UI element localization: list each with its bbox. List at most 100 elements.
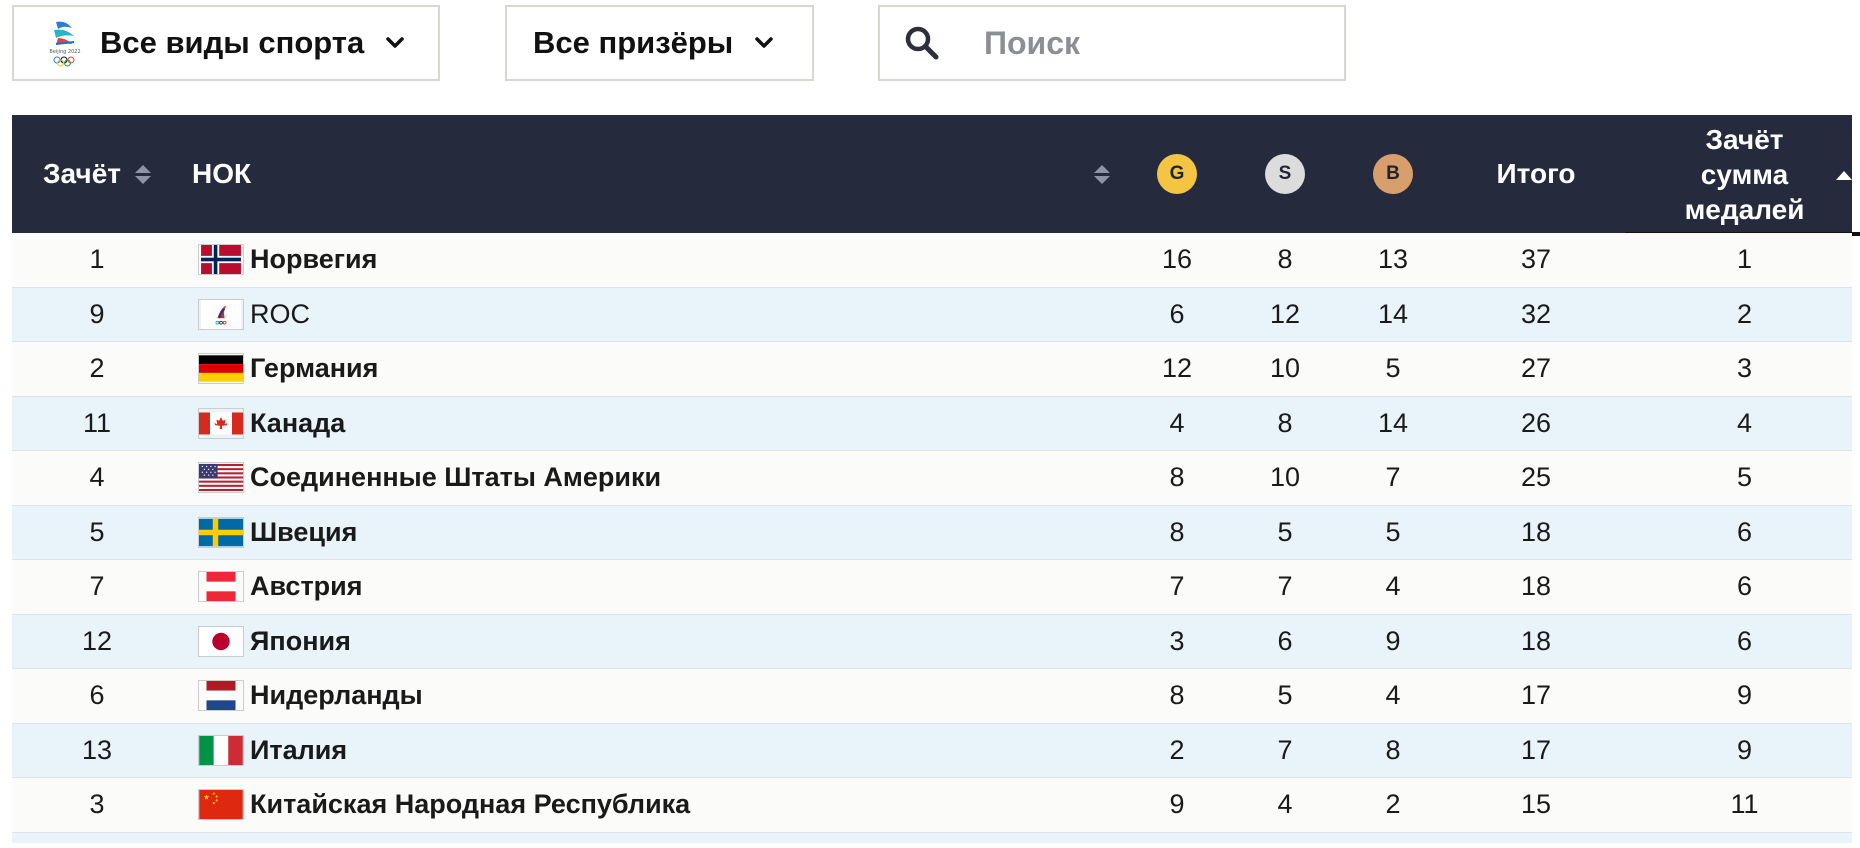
flag-netherlands-icon — [198, 680, 244, 712]
table-row[interactable]: 5 Швеция 8 5 5 18 6 — [12, 505, 1852, 560]
noc-cell[interactable]: Соединенные Штаты Америки — [198, 451, 1118, 505]
bronze-count-cell: 5 — [1385, 353, 1401, 384]
bronze-count-cell: 5 — [1385, 516, 1401, 547]
column-header-medal-rank[interactable]: Зачёт сумма медалей — [1625, 115, 1860, 236]
table-row[interactable]: 7 Австрия 7 7 4 18 6 — [12, 560, 1852, 615]
noc-name: Швеция — [250, 516, 358, 547]
rank-cell: 5 — [89, 516, 105, 547]
rank-cell: 6 — [89, 680, 105, 711]
medalists-filter-dropdown[interactable]: Все призёры — [505, 5, 814, 81]
gold-count-cell: 9 — [1169, 789, 1185, 820]
table-row[interactable]: 3 Китайская Народная Республика 9 4 2 15 11 — [12, 778, 1852, 833]
flag-usa-icon — [198, 462, 244, 494]
column-header-medal-rank-label: Зачёт сумма медалей — [1684, 123, 1805, 225]
silver-count-cell: 6 — [1277, 625, 1293, 656]
noc-name: Нидерланды — [250, 680, 423, 711]
noc-cell[interactable]: Канада — [198, 397, 1118, 451]
rank-cell: 7 — [89, 571, 105, 602]
table-row[interactable]: 12 Япония 3 6 9 18 6 — [12, 614, 1852, 669]
total-count-cell: 18 — [1520, 625, 1552, 656]
total-count-cell: 25 — [1520, 462, 1552, 493]
column-header-rank[interactable]: Зачёт — [12, 115, 182, 233]
flag-austria-icon — [198, 571, 244, 603]
noc-name: Норвегия — [250, 244, 378, 275]
beijing-2022-logo-icon: Beijing 2022 — [49, 21, 81, 67]
rank-cell: 2 — [89, 353, 105, 384]
column-header-noc-label: НОК — [192, 158, 252, 189]
rank-cell: 3 — [89, 789, 105, 820]
bronze-count-cell: 7 — [1385, 462, 1401, 493]
medal-rank-cell: 3 — [1736, 353, 1753, 384]
chevron-down-icon — [755, 37, 774, 48]
flag-germany-icon — [198, 353, 244, 385]
rank-cell: 13 — [81, 734, 113, 765]
table-row[interactable]: 11 Канада 4 8 14 26 4 — [12, 396, 1852, 451]
rank-cell: 4 — [89, 462, 105, 493]
flag-roc-icon — [198, 298, 244, 330]
gold-count-cell: 7 — [1169, 571, 1185, 602]
flag-canada-icon — [198, 407, 244, 439]
table-body: 1 Норвегия 16 8 13 37 1 9 ROC 6 12 14 32 2 2 Германия 12… — [12, 233, 1852, 843]
total-count-cell: 32 — [1520, 298, 1552, 329]
sort-ascending-icon — [1836, 171, 1852, 180]
column-header-bronze[interactable]: B — [1339, 115, 1447, 233]
column-header-total[interactable]: Итого — [1447, 115, 1625, 233]
medal-table: Зачёт НОК G S B Итого Зачёт сумма медале… — [12, 115, 1860, 843]
silver-count-cell: 7 — [1277, 734, 1293, 765]
flag-norway-icon — [198, 244, 244, 276]
noc-cell[interactable]: Нидерланды — [198, 669, 1118, 723]
noc-cell[interactable]: Япония — [198, 615, 1118, 669]
bronze-medal-icon: B — [1373, 154, 1413, 194]
table-row[interactable]: 1 Норвегия 16 8 13 37 1 — [12, 233, 1852, 288]
noc-cell[interactable]: Швеция — [198, 506, 1118, 560]
table-row[interactable]: 9 ROC 6 12 14 32 2 — [12, 287, 1852, 342]
noc-cell[interactable]: Германия — [198, 342, 1118, 396]
table-row[interactable]: 13 Италия 2 7 8 17 9 — [12, 723, 1852, 778]
column-header-silver[interactable]: S — [1231, 115, 1339, 233]
noc-name: ROC — [250, 298, 310, 329]
noc-name: Австрия — [250, 571, 363, 602]
next-row-edge — [12, 832, 1852, 843]
noc-cell[interactable]: Австрия — [198, 560, 1118, 614]
noc-cell[interactable]: Норвегия — [198, 233, 1118, 287]
silver-count-cell: 4 — [1277, 789, 1293, 820]
svg-text:Beijing 2022: Beijing 2022 — [49, 49, 80, 55]
noc-name: Китайская Народная Республика — [250, 789, 691, 820]
noc-cell[interactable]: Италия — [198, 724, 1118, 778]
silver-count-cell: 10 — [1269, 462, 1301, 493]
sort-icon[interactable] — [1094, 165, 1110, 184]
table-row[interactable]: 6 Нидерланды 8 5 4 17 9 — [12, 669, 1852, 724]
total-count-cell: 18 — [1520, 571, 1552, 602]
medal-rank-cell: 4 — [1736, 407, 1753, 438]
silver-count-cell: 10 — [1269, 353, 1301, 384]
gold-count-cell: 6 — [1169, 298, 1185, 329]
medalists-filter-label: Все призёры — [533, 25, 734, 60]
gold-medal-icon: G — [1157, 154, 1197, 194]
gold-count-cell: 4 — [1169, 407, 1185, 438]
bronze-count-cell: 14 — [1377, 298, 1409, 329]
table-row[interactable]: 2 Германия 12 10 5 27 3 — [12, 342, 1852, 397]
noc-cell[interactable]: Китайская Народная Республика — [198, 778, 1118, 832]
gold-count-cell: 3 — [1169, 625, 1185, 656]
rank-cell: 9 — [89, 298, 105, 329]
search-box[interactable] — [878, 5, 1346, 81]
noc-cell[interactable]: ROC — [198, 288, 1118, 342]
medal-rank-cell: 6 — [1736, 571, 1753, 602]
medal-rank-cell: 5 — [1736, 462, 1753, 493]
gold-count-cell: 8 — [1169, 462, 1185, 493]
search-input[interactable] — [982, 23, 1316, 63]
column-header-total-label: Итого — [1496, 158, 1576, 189]
table-row[interactable]: 4 Соединенные Штаты Америки 8 10 7 25 5 — [12, 451, 1852, 506]
silver-count-cell: 8 — [1277, 407, 1293, 438]
sport-filter-dropdown[interactable]: Beijing 2022 Все виды спорта — [12, 5, 440, 81]
gold-count-cell: 8 — [1169, 680, 1185, 711]
noc-name: Япония — [250, 625, 351, 656]
column-header-noc[interactable]: НОК — [192, 115, 1122, 233]
rank-cell: 1 — [89, 244, 105, 275]
bronze-count-cell: 13 — [1377, 244, 1409, 275]
noc-name: Германия — [250, 353, 379, 384]
flag-sweden-icon — [198, 516, 244, 548]
medal-rank-cell: 1 — [1736, 244, 1753, 275]
total-count-cell: 18 — [1520, 516, 1552, 547]
column-header-gold[interactable]: G — [1123, 115, 1231, 233]
